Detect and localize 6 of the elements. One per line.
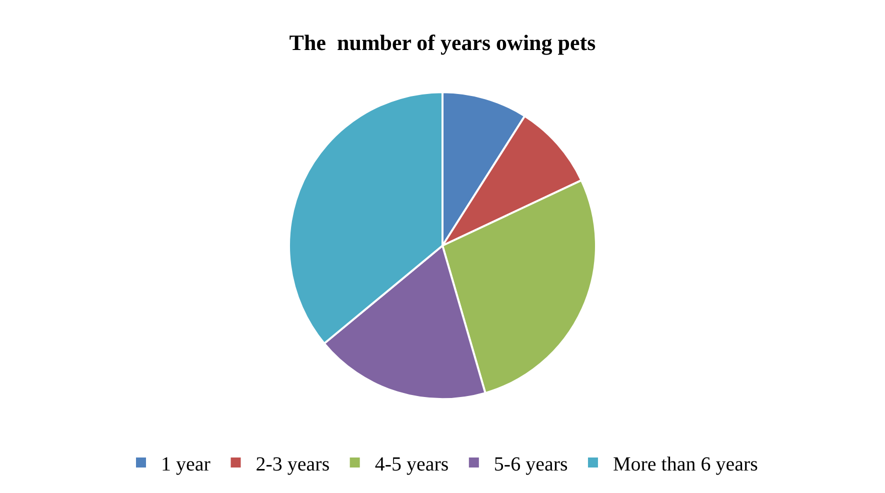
chart-title: The number of years owing pets <box>289 30 596 55</box>
legend-label: 2-3 years <box>256 453 330 476</box>
legend-label: 1 year <box>161 453 211 476</box>
legend-label: More than 6 years <box>612 453 758 476</box>
legend-label: 5-6 years <box>494 453 568 476</box>
legend-label: 4-5 years <box>374 453 449 476</box>
